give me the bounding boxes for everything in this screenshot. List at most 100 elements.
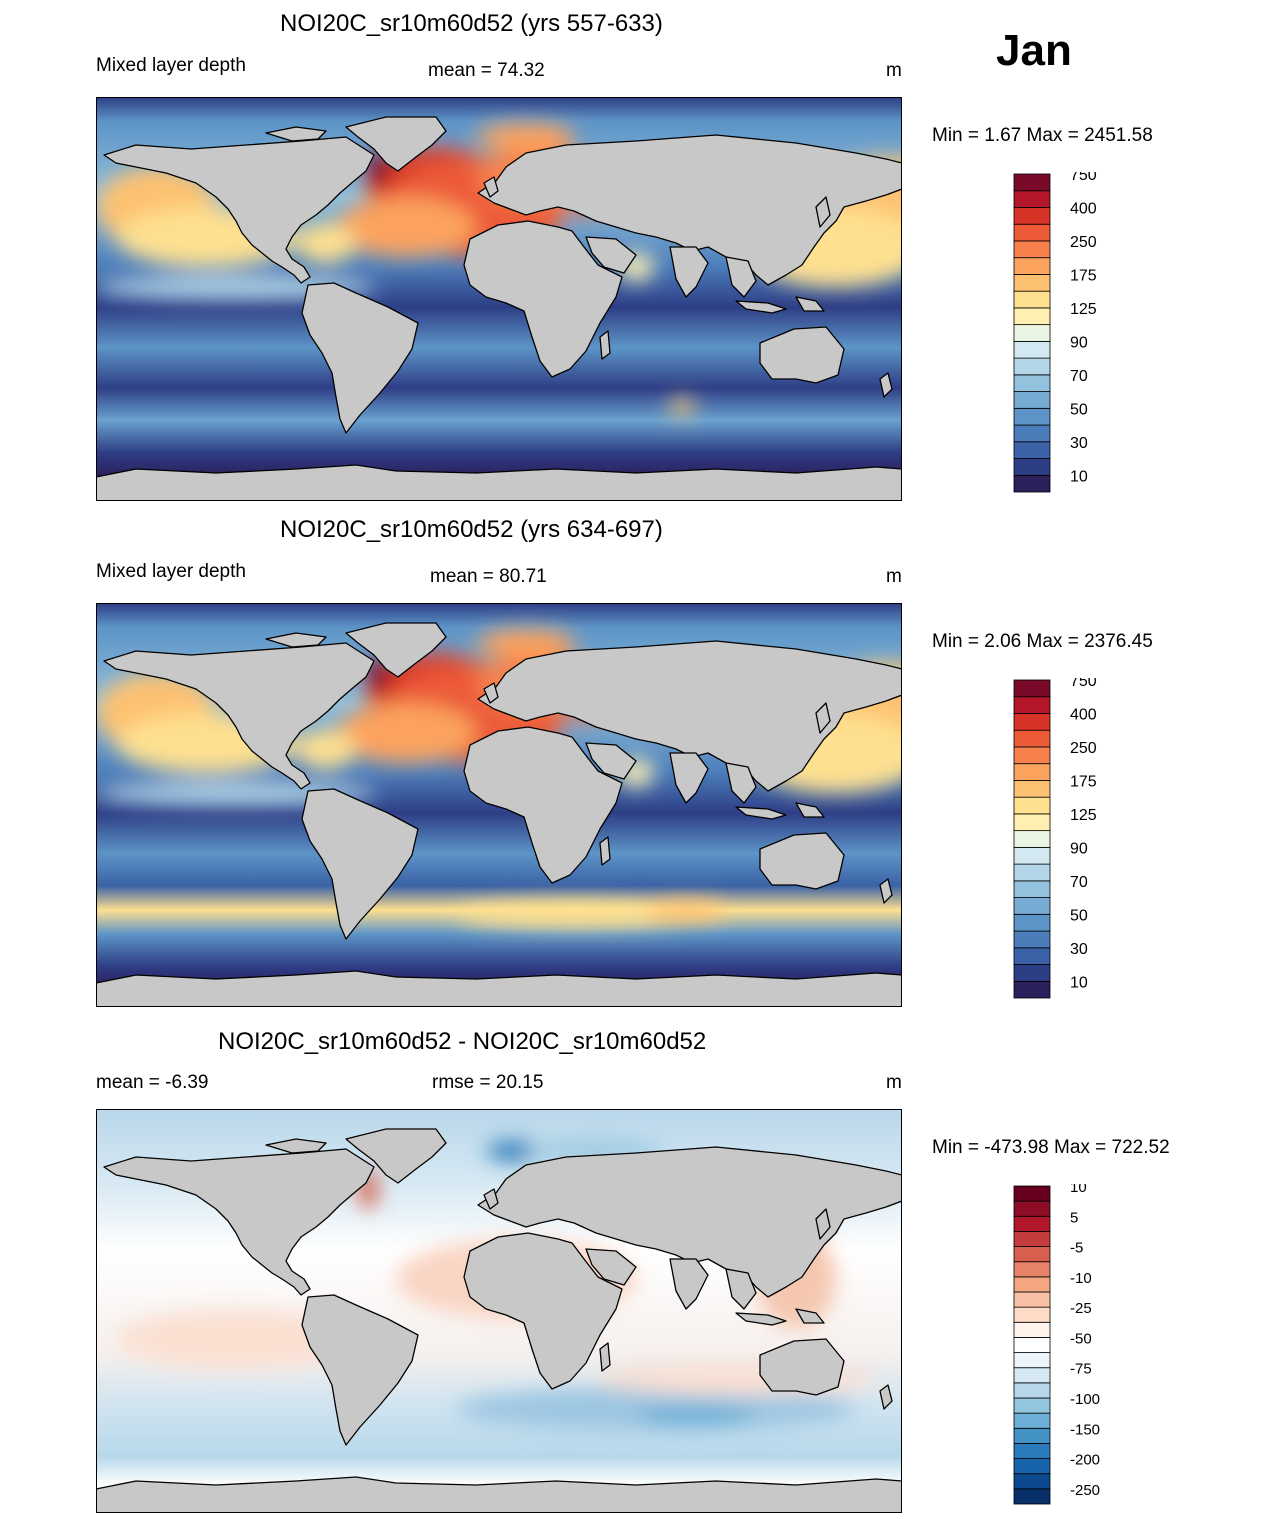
colorbar-box xyxy=(1013,474,1051,493)
field-label: Mixed layer depth xyxy=(96,55,246,76)
colorbar-box xyxy=(1013,274,1051,292)
colorbar-box xyxy=(1013,830,1051,848)
mean-label: mean = -6.39 xyxy=(96,1072,209,1093)
colorbar-box xyxy=(1013,696,1051,714)
colorbar-tick-label: -150 xyxy=(1070,1421,1100,1438)
colorbar-box xyxy=(1013,1215,1051,1232)
colorbar-box xyxy=(1013,290,1051,309)
map-plot xyxy=(96,603,902,1007)
colorbar-box xyxy=(1013,1337,1051,1353)
colorbar-box xyxy=(1013,407,1051,426)
colorbar-tick-label: 30 xyxy=(1070,941,1088,958)
colorbar-box xyxy=(1013,846,1051,865)
colorbar-tick-label: -50 xyxy=(1070,1330,1092,1347)
colorbar-box xyxy=(1013,679,1051,698)
colorbar-tick-label: 70 xyxy=(1070,368,1088,385)
land-mask xyxy=(96,1128,902,1513)
colorbar-tick-label: -75 xyxy=(1070,1361,1092,1378)
colorbar-box xyxy=(1013,1200,1051,1217)
colorbar-box xyxy=(1013,1185,1051,1202)
colorbar-tick-label: 10 xyxy=(1070,1184,1087,1196)
mean-label: mean = 74.32 xyxy=(428,60,545,81)
colorbar-box xyxy=(1013,324,1051,342)
colorbar-box xyxy=(1013,307,1051,326)
minmax-label: Min = -473.98 Max = 722.52 xyxy=(932,1137,1170,1158)
rmse-label: rmse = 20.15 xyxy=(432,1072,544,1093)
colorbar: 10 30 50 70 90 125 175 250 400 750 xyxy=(1013,172,1097,493)
colorbar-tick-label: 125 xyxy=(1070,807,1097,824)
colorbar-box xyxy=(1013,880,1051,898)
colorbar-tick-label: 400 xyxy=(1070,706,1097,723)
colorbar-tick-label: 175 xyxy=(1070,773,1097,790)
colorbar-box xyxy=(1013,1306,1051,1323)
colorbar-box xyxy=(1013,340,1051,359)
colorbar-box xyxy=(1013,964,1051,982)
colorbar-box xyxy=(1013,913,1051,932)
map-frame xyxy=(96,603,902,1007)
colorbar-box xyxy=(1013,1412,1051,1429)
colorbar-box xyxy=(1013,763,1051,781)
colorbar-box xyxy=(1013,796,1051,815)
colorbar-tick-label: -5 xyxy=(1070,1240,1083,1257)
colorbar-box xyxy=(1013,240,1051,259)
colorbar-box xyxy=(1013,1382,1051,1399)
panel-title: NOI20C_sr10m60d52 (yrs 557-633) xyxy=(280,10,663,37)
map-plot xyxy=(96,97,902,501)
colorbar-box xyxy=(1013,1427,1051,1444)
colorbar-box xyxy=(1013,207,1051,225)
colorbar-box xyxy=(1013,1458,1051,1475)
field-label: Mixed layer depth xyxy=(96,561,246,582)
colorbar-tick-label: 750 xyxy=(1070,172,1097,184)
colorbar-box xyxy=(1013,1291,1051,1308)
map-frame xyxy=(96,1109,902,1513)
map-frame xyxy=(96,97,902,501)
colorbar-box xyxy=(1013,980,1051,999)
colorbar-box xyxy=(1013,1367,1051,1384)
colorbar: -250-200-150-100-75-50-25-10-55102550751… xyxy=(1013,1184,1100,1505)
colorbar-tick-label: 250 xyxy=(1070,234,1097,251)
colorbar-box xyxy=(1013,930,1051,949)
colorbar-tick-label: -200 xyxy=(1070,1452,1100,1469)
colorbar-box xyxy=(1013,374,1051,392)
colorbar-box xyxy=(1013,1261,1051,1278)
colorbar-tick-label: 750 xyxy=(1070,678,1097,690)
colorbar-box xyxy=(1013,1443,1051,1459)
colorbar-box xyxy=(1013,357,1051,376)
colorbar-tick-label: 50 xyxy=(1070,401,1088,418)
colorbar-tick-label: 90 xyxy=(1070,334,1088,351)
colorbar-tick-label: -25 xyxy=(1070,1300,1092,1317)
colorbar-tick-label: 5 xyxy=(1070,1209,1078,1226)
colorbar-tick-label: 175 xyxy=(1070,267,1097,284)
land-mask xyxy=(96,622,902,1007)
colorbar-box xyxy=(1013,713,1051,731)
colorbar-box xyxy=(1013,1352,1051,1369)
colorbar-box xyxy=(1013,458,1051,476)
colorbar-box xyxy=(1013,780,1051,798)
land-mask xyxy=(96,116,902,501)
colorbar-tick-label: 50 xyxy=(1070,907,1088,924)
colorbar-tick-label: 10 xyxy=(1070,468,1088,485)
colorbar-tick-label: 70 xyxy=(1070,874,1088,891)
minmax-label: Min = 2.06 Max = 2376.45 xyxy=(932,631,1153,652)
colorbar-box xyxy=(1013,1473,1051,1490)
colorbar-tick-label: 125 xyxy=(1070,301,1097,318)
colorbar-tick-label: -250 xyxy=(1070,1482,1100,1499)
colorbar-tick-label: 400 xyxy=(1070,200,1097,217)
colorbar: 10 30 50 70 90 125 175 250 400 750 xyxy=(1013,678,1097,999)
colorbar-box xyxy=(1013,391,1051,409)
colorbar-tick-label: 10 xyxy=(1070,974,1088,991)
units-label: m xyxy=(886,1072,902,1093)
panel-title: NOI20C_sr10m60d52 (yrs 634-697) xyxy=(280,516,663,543)
colorbar-box xyxy=(1013,1488,1051,1505)
colorbar-box xyxy=(1013,190,1051,208)
colorbar-box xyxy=(1013,1321,1051,1338)
colorbar-box xyxy=(1013,897,1051,915)
month-label: Jan xyxy=(996,26,1072,75)
colorbar-box xyxy=(1013,1276,1051,1293)
colorbar-box xyxy=(1013,424,1051,443)
mean-label: mean = 80.71 xyxy=(430,566,547,587)
minmax-label: Min = 1.67 Max = 2451.58 xyxy=(932,125,1153,146)
colorbar-box xyxy=(1013,746,1051,765)
colorbar-box xyxy=(1013,729,1051,748)
colorbar-tick-label: 250 xyxy=(1070,740,1097,757)
